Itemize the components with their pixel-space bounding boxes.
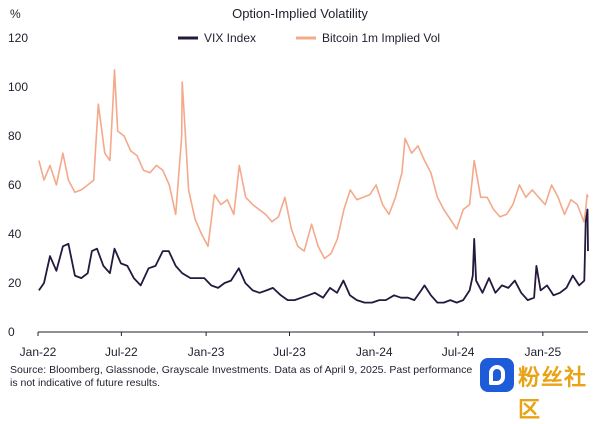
series-layer: [38, 69, 589, 304]
source-note: Source: Bloomberg, Glassnode, Grayscale …: [10, 364, 473, 389]
legend-label: VIX Index: [204, 31, 256, 45]
y-tick-label: 120: [8, 31, 28, 45]
series-line-vix-index: [38, 208, 589, 304]
x-tick-label: Jan-23: [188, 345, 225, 359]
x-tick-label: Jan-22: [20, 345, 57, 359]
x-tick-label: Jan-24: [356, 345, 393, 359]
legend-label: Bitcoin 1m Implied Vol: [322, 31, 440, 45]
x-tick-label: Jul-23: [273, 345, 306, 359]
y-tick-label: 40: [8, 227, 22, 241]
y-tick-label: 80: [8, 129, 22, 143]
x-axis-ticks: Jan-22 Jul-22 Jan-23 Jul-23 Jan-24 Jul-24 Jan-…: [20, 332, 562, 359]
series-line-bitcoin-1m-implied-vol: [38, 69, 589, 260]
y-tick-label: 60: [8, 178, 22, 192]
y-tick-label: 100: [8, 80, 28, 94]
y-tick-label: 0: [8, 325, 15, 339]
y-axis-unit-label: %: [10, 7, 21, 21]
y-axis-ticks: 0 20 40 60 80 100 120: [8, 31, 28, 339]
x-tick-label: Jan-25: [525, 345, 562, 359]
legend: VIX Index Bitcoin 1m Implied Vol: [178, 31, 440, 45]
watermark-text: 粉丝社区: [518, 366, 588, 423]
watermark-logo-icon: [480, 358, 514, 392]
y-tick-label: 20: [8, 276, 22, 290]
watermark: 粉丝社区: [474, 352, 600, 423]
chart-title: Option-Implied Volatility: [232, 6, 368, 21]
x-tick-label: Jul-24: [442, 345, 475, 359]
x-tick-label: Jul-22: [105, 345, 138, 359]
chart-area: % Option-Implied Volatility VIX Index Bit…: [8, 6, 589, 359]
